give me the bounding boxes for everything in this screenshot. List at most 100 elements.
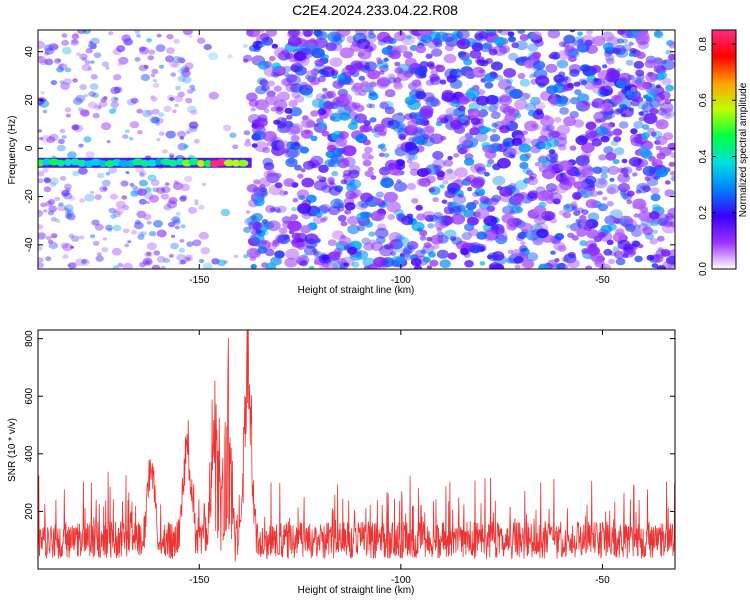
snr-xtick-label: -100: [391, 575, 411, 586]
noise-blob: [168, 153, 175, 158]
noise-blob: [657, 120, 665, 126]
noise-blob: [447, 252, 457, 260]
noise-blob: [436, 170, 446, 178]
noise-blob: [253, 197, 265, 207]
noise-blob: [91, 219, 100, 226]
noise-blob: [590, 65, 602, 73]
noise-blob: [364, 221, 373, 228]
noise-blob: [394, 67, 404, 74]
noise-blob: [526, 169, 534, 176]
noise-blob: [246, 184, 258, 193]
noise-blob: [469, 244, 481, 254]
noise-blob: [558, 41, 567, 47]
noise-blob: [108, 31, 114, 36]
noise-blob: [294, 164, 302, 171]
noise-blob: [384, 106, 395, 115]
noise-blob: [156, 229, 167, 238]
noise-blob: [586, 30, 593, 35]
noise-blob: [244, 141, 252, 147]
noise-blob: [340, 179, 348, 185]
noise-blob: [165, 130, 176, 139]
noise-blob: [131, 185, 138, 190]
noise-blob: [509, 154, 516, 159]
noise-blob: [145, 200, 151, 205]
noise-blob: [485, 94, 499, 105]
noise-blob: [90, 190, 95, 194]
noise-blob: [598, 178, 607, 185]
noise-blob: [641, 124, 650, 130]
noise-blob: [526, 252, 539, 262]
noise-blob: [463, 55, 469, 61]
noise-blob: [603, 248, 613, 256]
noise-blob: [656, 265, 667, 269]
colorbar: [711, 29, 737, 270]
noise-blob: [286, 114, 293, 120]
noise-blob: [396, 236, 409, 247]
noise-blob: [607, 69, 620, 79]
noise-blob: [115, 200, 126, 209]
noise-blob: [585, 218, 599, 229]
noise-blob: [377, 39, 387, 46]
noise-blob: [507, 249, 514, 254]
noise-blob: [143, 213, 152, 221]
noise-blob: [38, 245, 43, 251]
noise-blob: [257, 60, 270, 70]
noise-blob: [507, 217, 520, 228]
noise-blob: [105, 171, 111, 176]
colorbar-axes: 0.0 0.2 0.4 0.6 0.8: [698, 37, 736, 276]
noise-blob: [577, 43, 589, 53]
noise-blob: [553, 241, 566, 251]
noise-blob: [299, 260, 308, 267]
noise-blob: [198, 258, 205, 264]
noise-blob: [339, 112, 351, 121]
noise-blob: [362, 124, 373, 133]
noise-blob: [619, 103, 628, 110]
noise-blob: [472, 191, 480, 198]
spectrogram-xlabel: Height of straight line (km): [298, 285, 415, 296]
noise-blob: [665, 213, 675, 220]
noise-blob: [328, 185, 342, 196]
noise-blob: [338, 131, 349, 140]
noise-blob: [276, 140, 291, 151]
noise-blob: [42, 167, 49, 173]
noise-blob: [118, 56, 129, 65]
noise-blob: [266, 220, 281, 232]
noise-blob: [165, 55, 174, 63]
noise-blob: [638, 146, 649, 155]
noise-blob: [385, 80, 392, 85]
noise-blob: [129, 182, 135, 187]
noise-blob: [617, 30, 626, 35]
noise-blob: [635, 189, 642, 194]
noise-blob: [194, 199, 199, 203]
noise-blob: [301, 118, 315, 129]
noise-blob: [146, 251, 152, 256]
noise-blob: [38, 170, 45, 177]
noise-blob: [451, 213, 466, 225]
noise-blob: [84, 60, 91, 65]
spectrogram-xtick-label: -150: [189, 275, 209, 286]
snr-frame: [37, 329, 676, 570]
noise-blob: [409, 254, 419, 261]
noise-blob: [548, 149, 556, 154]
noise-blob: [176, 130, 187, 138]
noise-blob: [656, 235, 665, 242]
noise-blob: [563, 116, 577, 127]
noise-blob: [418, 39, 428, 47]
noise-blob: [306, 70, 315, 77]
noise-blob: [377, 76, 391, 87]
noise-blob: [612, 246, 620, 252]
noise-blob: [524, 120, 539, 132]
noise-blob: [663, 220, 673, 228]
noise-blob: [369, 103, 376, 109]
noise-blob: [263, 162, 275, 171]
noise-blob: [585, 121, 597, 130]
noise-blob: [275, 106, 283, 112]
noise-blob: [138, 198, 147, 205]
noise-blob: [581, 163, 592, 171]
noise-blob: [358, 75, 366, 81]
noise-blob: [185, 97, 193, 104]
noise-blob: [139, 46, 146, 52]
noise-blob: [39, 58, 48, 66]
noise-blob: [424, 214, 434, 222]
